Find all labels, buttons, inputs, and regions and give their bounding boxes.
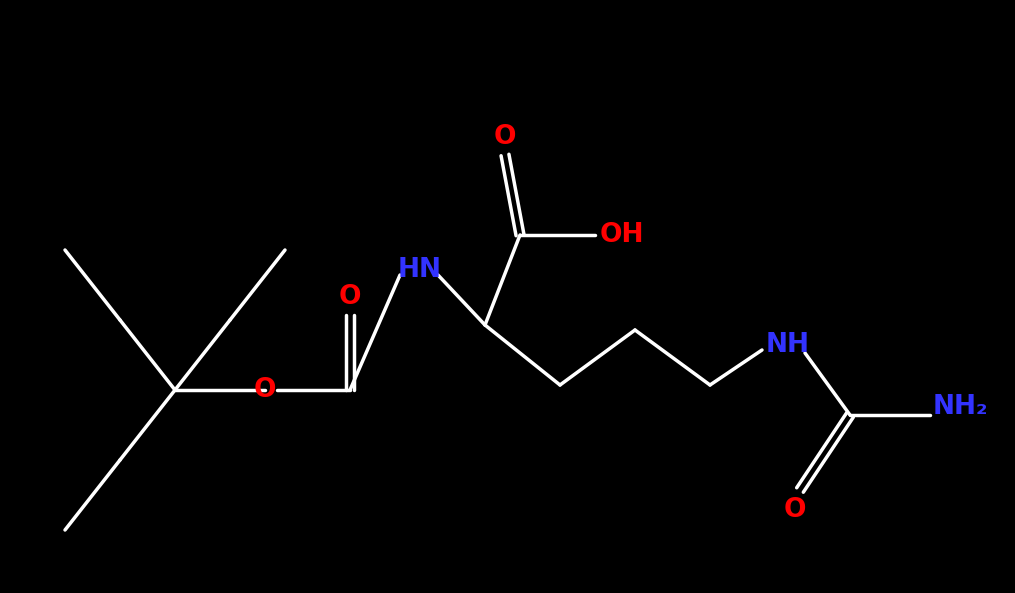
Text: NH₂: NH₂ (932, 394, 988, 420)
Text: OH: OH (600, 222, 645, 248)
Text: HN: HN (398, 257, 442, 283)
Text: O: O (254, 377, 276, 403)
Text: O: O (784, 497, 806, 523)
Text: NH: NH (766, 332, 810, 358)
Text: O: O (339, 284, 361, 310)
Text: O: O (493, 124, 517, 150)
